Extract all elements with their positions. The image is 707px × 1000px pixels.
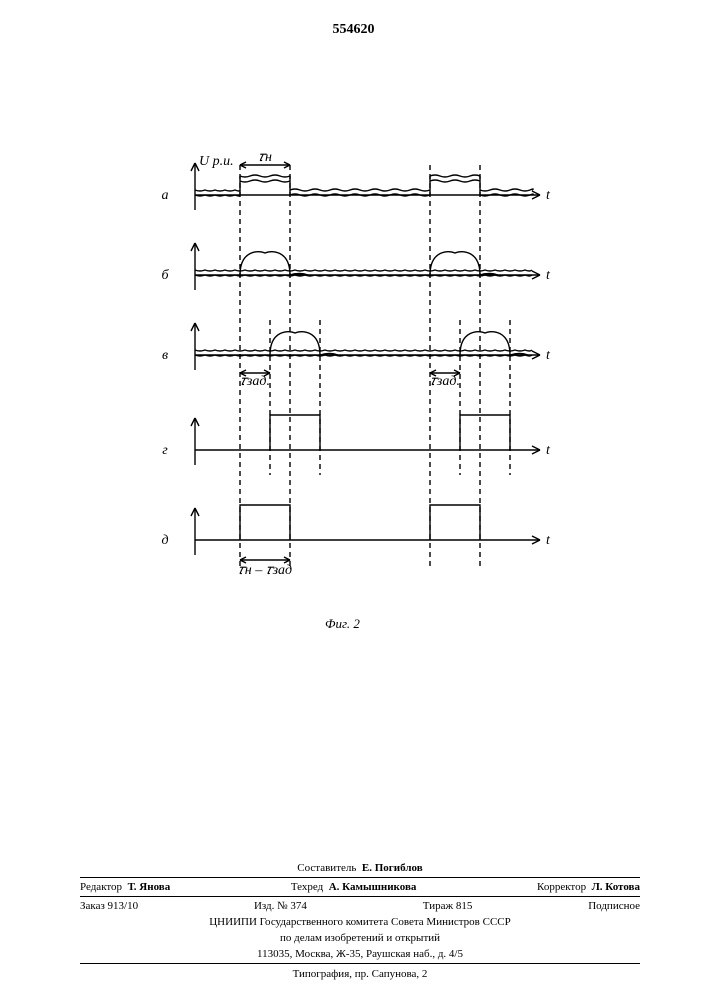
techred-label: Техред [291, 881, 323, 893]
subscription: Подписное [588, 900, 640, 912]
svg-text:𝜏зад.: 𝜏зад. [240, 374, 270, 389]
order-number: Заказ 913/10 [80, 900, 138, 912]
svg-text:t: t [546, 188, 551, 203]
svg-text:в: в [162, 348, 168, 363]
printer-line: Типография, пр. Сапунова, 2 [80, 965, 640, 980]
corrector-label: Корректор [537, 881, 586, 893]
footer-block: Составитель Е. Погиблов Редактор Т. Янов… [80, 860, 640, 980]
svg-text:𝜏н: 𝜏н [258, 150, 272, 165]
svg-text:д: д [161, 533, 168, 548]
divider-2 [80, 896, 640, 897]
credits-row: Редактор Т. Янова Техред А. Камышникова … [80, 879, 640, 895]
figure-caption: Фиг. 2 [325, 616, 360, 632]
divider-3 [80, 963, 640, 964]
org-line-3: 113035, Москва, Ж-35, Раушская наб., д. … [80, 946, 640, 962]
editor-name: Т. Янова [128, 881, 171, 893]
svg-text:U р.и.: U р.и. [199, 154, 234, 169]
izd-number: Изд. № 374 [254, 900, 307, 912]
svg-text:г: г [162, 443, 168, 458]
timing-diagram: а t U р.и. 𝜏н б t в t 𝜏зад. 𝜏зад. г t д t 𝜏н – 𝜏зад [150, 145, 560, 605]
org-line-1: ЦНИИПИ Государственного комитета Совета … [80, 914, 640, 930]
compiler-row: Составитель Е. Погиблов [80, 860, 640, 876]
order-row: Заказ 913/10 Изд. № 374 Тираж 815 Подпис… [80, 898, 640, 914]
svg-text:t: t [546, 268, 551, 283]
svg-text:б: б [161, 268, 169, 283]
techred-name: А. Камышникова [329, 881, 417, 893]
svg-text:t: t [546, 533, 551, 548]
svg-text:t: t [546, 443, 551, 458]
svg-text:𝜏н – 𝜏зад: 𝜏н – 𝜏зад [238, 563, 292, 578]
compiler-name: Е. Погиблов [362, 862, 423, 874]
patent-number: 554620 [0, 22, 707, 38]
svg-text:а: а [162, 188, 169, 203]
divider-1 [80, 877, 640, 878]
tirazh-number: Тираж 815 [423, 900, 473, 912]
svg-text:𝜏зад.: 𝜏зад. [430, 374, 460, 389]
org-line-2: по делам изобретений и открытий [80, 930, 640, 946]
editor-label: Редактор [80, 881, 122, 893]
corrector-name: Л. Котова [592, 881, 640, 893]
compiler-label: Составитель [297, 862, 356, 874]
svg-text:t: t [546, 348, 551, 363]
